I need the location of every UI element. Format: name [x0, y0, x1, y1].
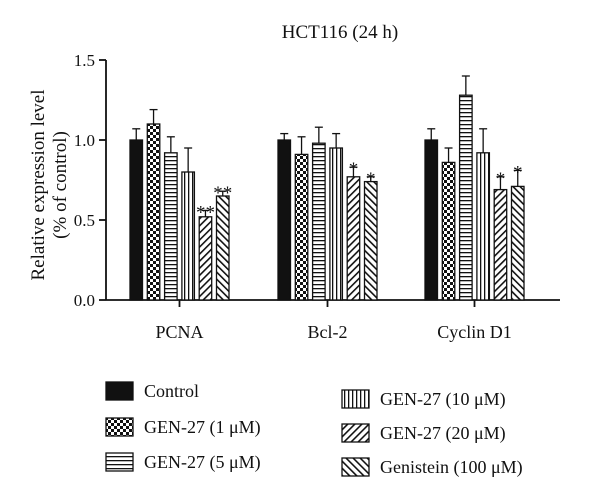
legend-label: GEN-27 (20 μM) [380, 423, 506, 444]
legend-label: GEN-27 (10 μM) [380, 389, 506, 410]
legend-swatch [341, 457, 370, 477]
legend-swatch [105, 452, 134, 472]
x-category-label: Cyclin D1 [437, 322, 512, 342]
legend-swatch [105, 417, 134, 437]
legend-swatch [341, 389, 370, 409]
legend-label: GEN-27 (1 μM) [144, 417, 261, 438]
bar [215, 195, 230, 301]
significance-label: * [496, 169, 506, 190]
y-axis-label-line2: (% of control) [50, 131, 71, 239]
x-category-label: PCNA [155, 322, 203, 342]
y-tick-label: 0.0 [74, 291, 95, 310]
bar [424, 139, 439, 301]
bar [311, 142, 326, 301]
significance-label: * [513, 162, 523, 183]
bar [363, 180, 378, 301]
legend-swatch [105, 381, 134, 401]
bar [441, 161, 456, 301]
bar [146, 123, 161, 301]
legend-swatch [341, 423, 370, 443]
y-tick-label: 1.5 [74, 51, 95, 70]
bar [329, 147, 344, 301]
x-category-label: Bcl-2 [308, 322, 348, 342]
legend-label: Control [144, 381, 199, 401]
bar [476, 152, 491, 301]
bar [346, 176, 361, 301]
significance-label: ** [213, 183, 232, 204]
significance-label: * [349, 159, 359, 180]
bars: *** **** * [129, 75, 525, 301]
bar [163, 152, 178, 301]
bar [181, 171, 196, 301]
bar [294, 153, 309, 301]
bar [129, 139, 144, 301]
bar [510, 185, 525, 301]
y-tick-label: 0.5 [74, 211, 95, 230]
legend-label: GEN-27 (5 μM) [144, 452, 261, 473]
bar [493, 188, 508, 301]
bar [277, 139, 292, 301]
legend-label: Genistein (100 μM) [380, 457, 523, 478]
legend: Control GEN-27 (1 μM) GEN-27 (5 μM) GEN-27 … [105, 381, 523, 478]
significance-label: ** [196, 202, 215, 223]
bar [458, 94, 473, 301]
bar [198, 216, 213, 301]
y-axis-label-line1: Relative expression level [28, 90, 49, 281]
significance-label: * [366, 169, 376, 190]
y-tick-label: 1.0 [74, 131, 95, 150]
y-axis-label: Relative expression level (% of control) [28, 90, 71, 281]
chart-title: HCT116 (24 h) [282, 22, 398, 43]
